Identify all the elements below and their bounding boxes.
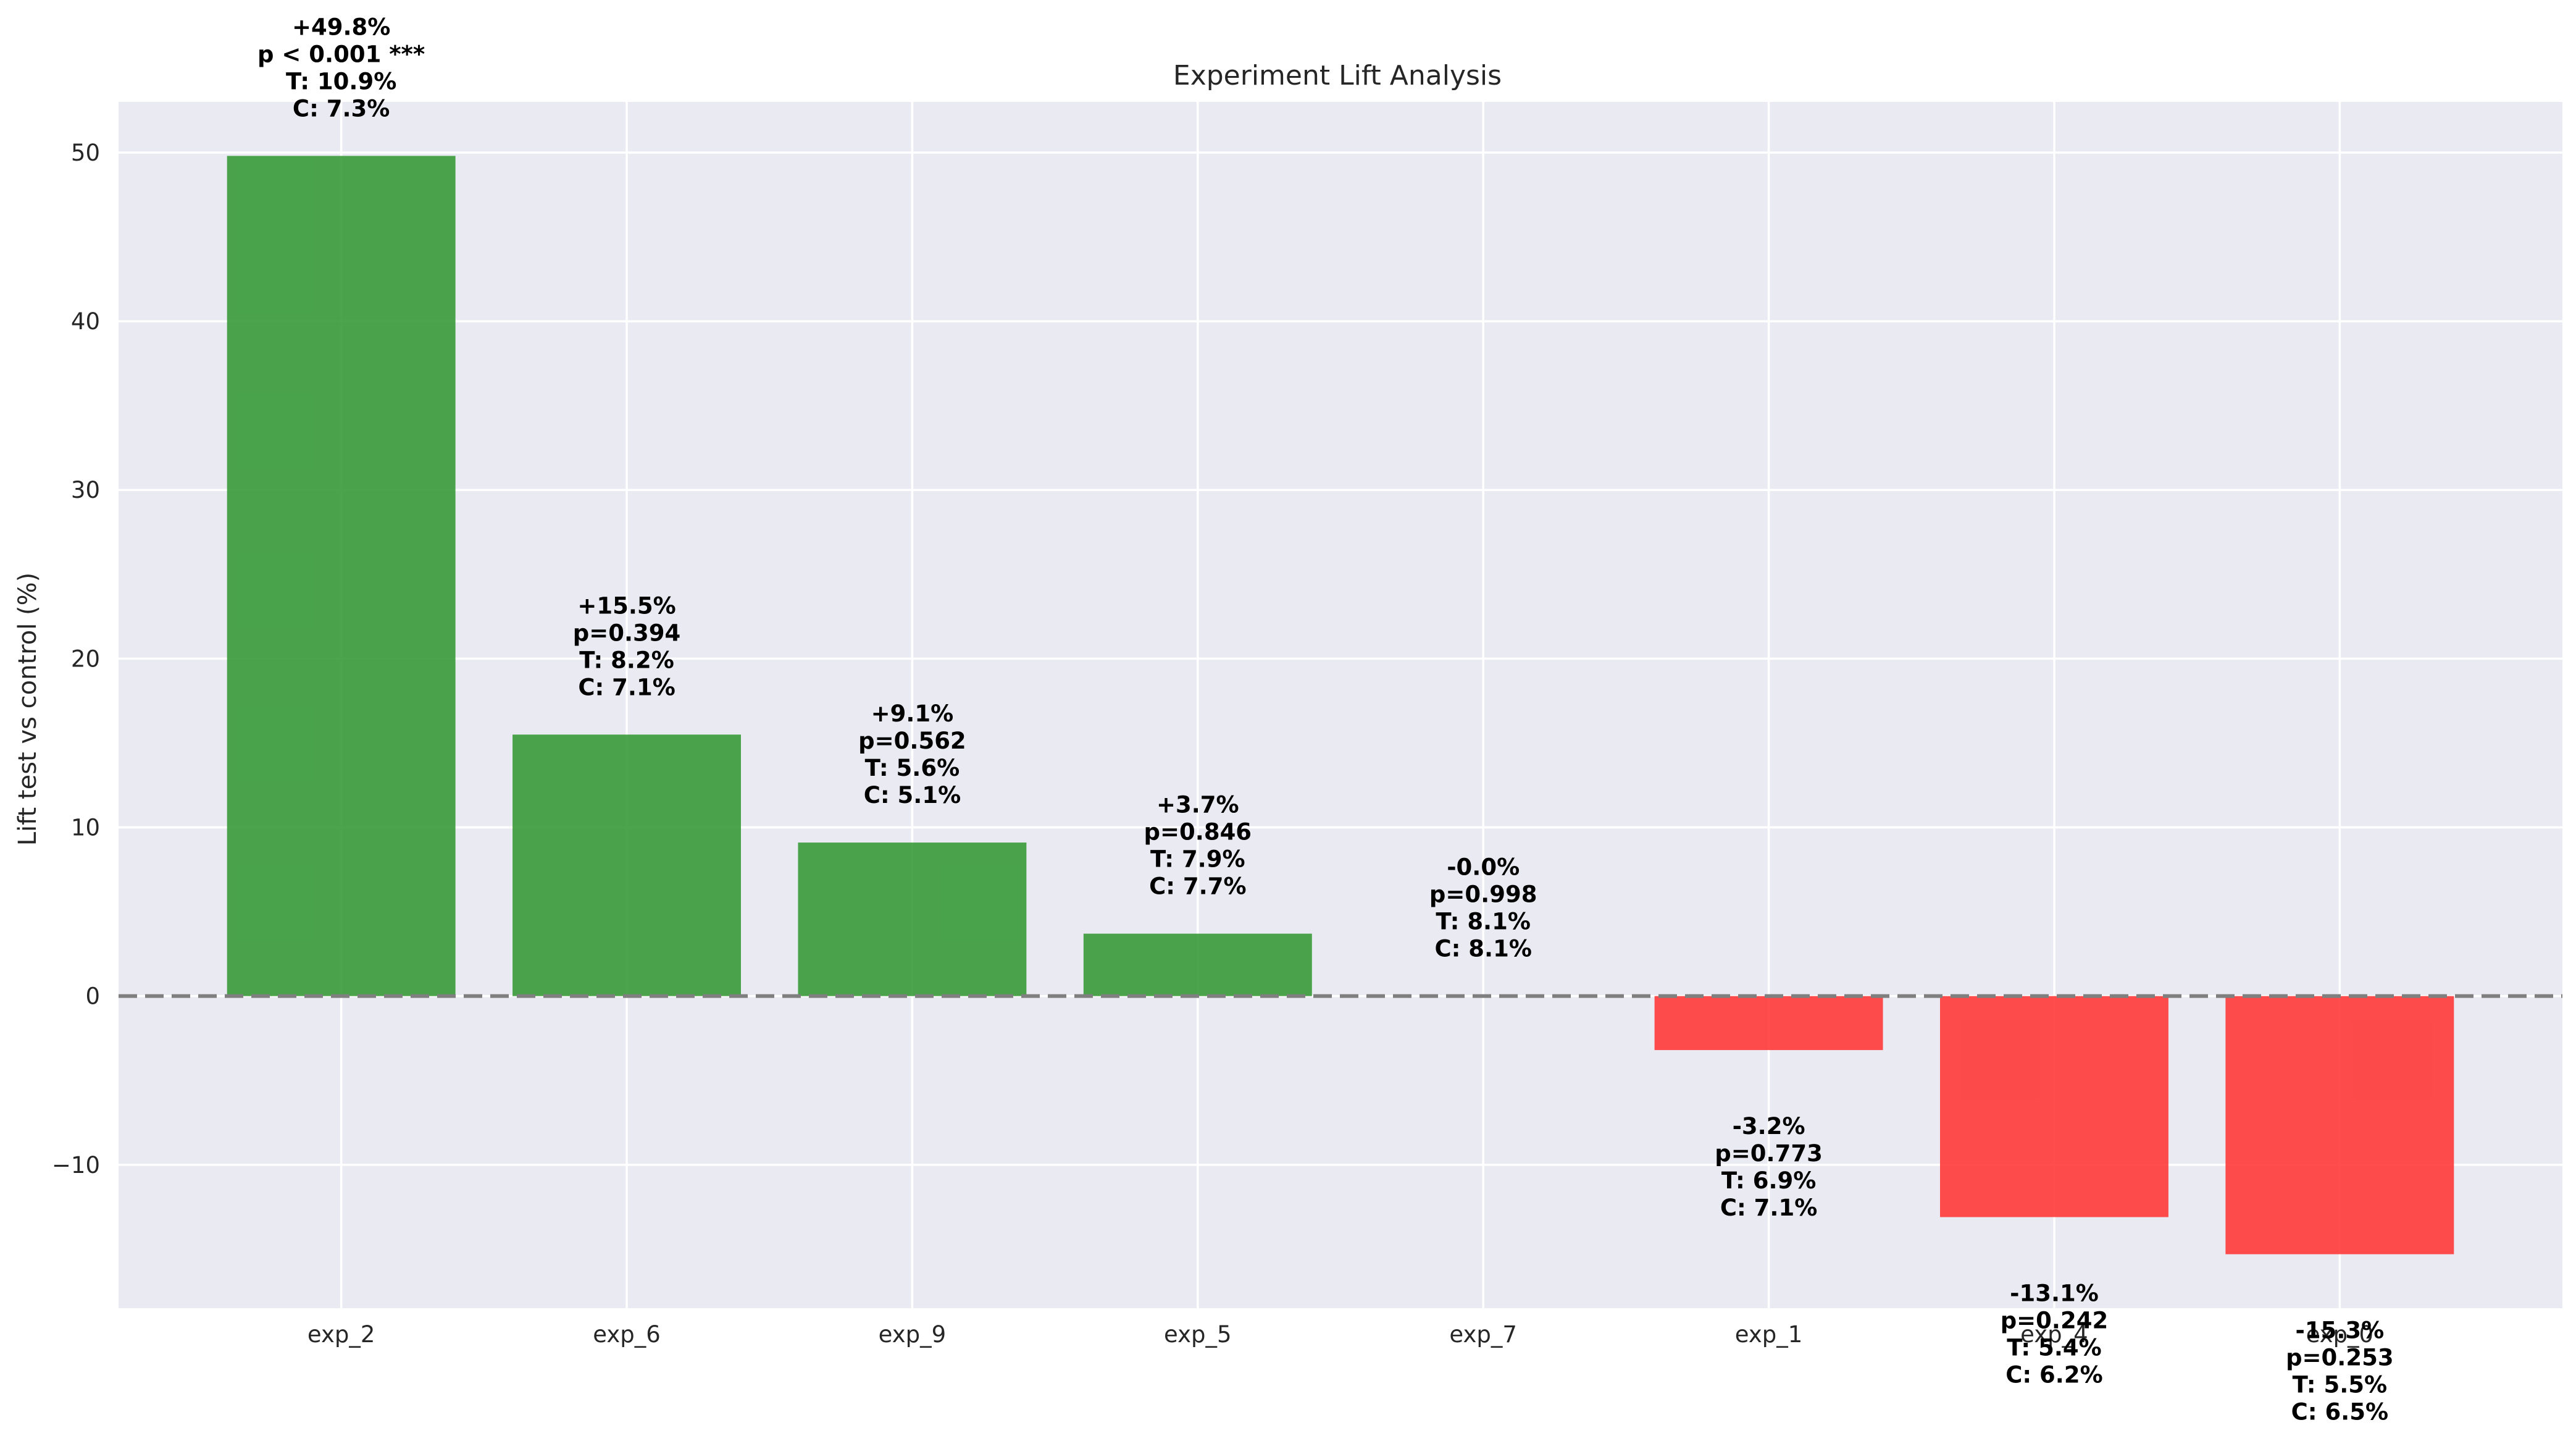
annotation-line: T: 7.9% [1150, 846, 1245, 873]
x-tick-label: exp_5 [1164, 1321, 1232, 1348]
x-axis-ticks: exp_2 exp_6 exp_9 exp_5 exp_7 exp_1 exp_4 exp_0 [307, 1321, 2373, 1348]
y-tick-label: 20 [71, 645, 100, 672]
annotation-line: C: 8.1% [1434, 936, 1531, 962]
annotation-exp_7: -0.0% p=0.998 T: 8.1% C: 8.1% [1429, 854, 1537, 962]
bar-exp_4 [1940, 996, 2168, 1217]
x-tick-label: exp_6 [593, 1321, 661, 1348]
y-tick-label: 0 [85, 983, 100, 1010]
annotation-line: p < 0.001 *** [257, 41, 425, 67]
annotation-line: p=0.998 [1429, 881, 1537, 908]
annotation-line: C: 5.1% [864, 782, 961, 809]
bars [227, 156, 2454, 1254]
annotation-line: C: 7.7% [1149, 873, 1246, 900]
y-tick-label: −10 [52, 1152, 100, 1178]
annotation-line: T: 10.9% [286, 68, 396, 95]
chart-title: Experiment Lift Analysis [1173, 60, 1502, 91]
annotation-line: T: 5.4% [2007, 1335, 2102, 1361]
bar-exp_5 [1083, 933, 1312, 996]
annotation-line: -13.1% [2010, 1280, 2099, 1307]
y-tick-label: 10 [71, 815, 100, 841]
bar-exp_1 [1654, 996, 1883, 1051]
annotation-line: T: 6.9% [1721, 1167, 1817, 1194]
annotation-line: C: 7.3% [293, 95, 390, 122]
annotation-line: C: 6.2% [2005, 1362, 2102, 1388]
x-tick-label: exp_0 [2306, 1321, 2374, 1348]
annotation-line: T: 5.6% [865, 755, 960, 781]
annotation-line: p=0.242 [2001, 1308, 2109, 1334]
y-tick-label: 50 [71, 140, 100, 166]
bar-exp_9 [798, 842, 1027, 996]
annotation-line: +3.7% [1156, 792, 1239, 818]
bar-exp_0 [2225, 996, 2454, 1254]
annotation-line: C: 7.1% [578, 674, 675, 700]
annotation-line: +15.5% [577, 592, 675, 619]
y-tick-label: 30 [71, 477, 100, 503]
annotation-line: C: 7.1% [1720, 1195, 1817, 1221]
y-tick-label: 40 [71, 308, 100, 335]
y-axis-label: Lift test vs control (%) [14, 573, 42, 846]
annotation-line: p=0.846 [1144, 819, 1252, 846]
annotation-exp_5: +3.7% p=0.846 T: 7.9% C: 7.7% [1144, 792, 1252, 900]
annotation-exp_2: +49.8% p < 0.001 *** T: 10.9% C: 7.3% [257, 14, 425, 122]
annotation-exp_9: +9.1% p=0.562 T: 5.6% C: 5.1% [858, 700, 966, 809]
annotation-line: C: 6.5% [2291, 1399, 2388, 1426]
annotation-line: T: 8.2% [579, 647, 674, 673]
x-tick-label: exp_4 [2020, 1321, 2088, 1348]
annotation-line: T: 5.5% [2293, 1372, 2388, 1398]
annotation-line: p=0.253 [2286, 1345, 2394, 1371]
annotation-exp_0: -15.3% p=0.253 T: 5.5% C: 6.5% [2286, 1317, 2394, 1426]
annotation-line: p=0.562 [858, 728, 966, 754]
x-tick-label: exp_7 [1449, 1321, 1517, 1348]
annotation-line: p=0.773 [1715, 1140, 1823, 1167]
bar-exp_6 [512, 734, 741, 996]
plot-area [119, 102, 2562, 1308]
annotation-line: T: 8.1% [1436, 909, 1531, 935]
annotation-line: +9.1% [871, 700, 954, 727]
y-axis-ticks: −10 0 10 20 30 40 50 [52, 140, 100, 1178]
x-tick-label: exp_9 [879, 1321, 947, 1348]
annotation-exp_6: +15.5% p=0.394 T: 8.2% C: 7.1% [573, 592, 681, 700]
annotation-line: -0.0% [1447, 854, 1520, 881]
x-tick-label: exp_1 [1735, 1321, 1803, 1348]
x-tick-label: exp_2 [307, 1321, 375, 1348]
bar-exp_2 [227, 156, 456, 996]
annotation-exp_1: -3.2% p=0.773 T: 6.9% C: 7.1% [1715, 1113, 1823, 1221]
annotation-exp_4: -13.1% p=0.242 T: 5.4% C: 6.2% [2001, 1280, 2109, 1388]
annotation-line: -3.2% [1733, 1113, 1805, 1140]
annotation-line: p=0.394 [573, 620, 681, 646]
annotation-line: -15.3% [2295, 1317, 2384, 1344]
bar-annotations: +49.8% p < 0.001 *** T: 10.9% C: 7.3% +15.5%… [257, 14, 2394, 1425]
annotation-line: +49.8% [292, 14, 390, 40]
